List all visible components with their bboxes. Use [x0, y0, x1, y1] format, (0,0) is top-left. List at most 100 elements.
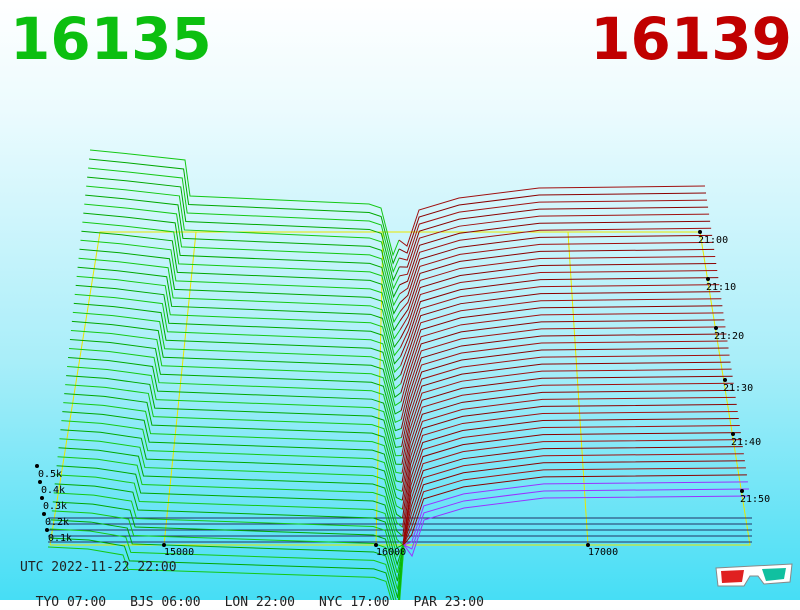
timezone-list: TYO 07:00 BJS 06:00 LON 22:00 NYC 17:00 PAR …: [20, 580, 508, 610]
bid-depth-line: [76, 275, 401, 374]
time-tick-dot: [731, 432, 735, 436]
ask-depth-line: [402, 432, 741, 546]
volume-tick-dot: [45, 528, 49, 532]
timezone-tyo: TYO 07:00: [35, 595, 107, 610]
timezone-lon: LON 22:00: [224, 595, 296, 610]
bid-depth-line: [80, 239, 401, 340]
price-tick-dot: [162, 543, 166, 547]
ask-depth-line: [399, 241, 714, 313]
ask-depth-line: [400, 284, 720, 366]
ask-depth-line: [399, 270, 718, 348]
ask-depth-line: [402, 439, 742, 546]
ask-depth-line: [403, 481, 748, 546]
bid-depth-line: [85, 194, 401, 299]
ask-depth-line: [401, 382, 734, 492]
ask-depth-line: [401, 375, 733, 483]
ask-depth-line: [400, 326, 726, 420]
bid-depth-line: [69, 338, 402, 432]
time-tick-label: 21:30: [723, 383, 753, 394]
bid-depth-line: [58, 447, 404, 537]
ask-depth-line: [400, 312, 724, 402]
time-tick-label: 21:00: [698, 235, 728, 246]
bid-depth-line: [50, 519, 405, 599]
ask-depth-line: [402, 418, 739, 537]
ask-depth-line: [399, 248, 715, 322]
ask-depth-line: [400, 305, 723, 393]
time-tick-dot: [698, 230, 702, 234]
time-tick-label: 21:40: [731, 437, 761, 448]
ask-depth-line: [398, 185, 706, 247]
frame-price-line: [567, 231, 589, 546]
bid-depth-line: [57, 456, 404, 546]
volume-tick-label: 0.5k: [38, 469, 62, 480]
bid-depth-line: [65, 384, 403, 474]
ask-depth-line: [402, 410, 738, 528]
ask-depth-line: [400, 298, 722, 384]
ask-depth-line: [400, 291, 721, 375]
bid-depth-line: [68, 357, 402, 448]
frame-price-line: [163, 231, 197, 546]
price-tick-dot: [374, 543, 378, 547]
bid-depth-line: [66, 375, 402, 465]
ask-depth-line: [399, 263, 717, 339]
frame-outline: [49, 231, 751, 546]
bid-depth-line: [79, 248, 401, 349]
frame-price-line: [375, 231, 384, 546]
ask-depth-line: [401, 354, 730, 456]
ask-depth-line: [401, 368, 732, 474]
bid-depth-line: [87, 176, 400, 282]
bid-depth-line: [78, 257, 401, 357]
bid-depth-line: [64, 393, 403, 483]
ask-depth-line: [402, 425, 740, 546]
ask-depth-line: [403, 467, 746, 546]
ask-depth-line: [399, 206, 709, 268]
ask-price: 16139: [590, 5, 792, 73]
bid-depth-line: [73, 302, 402, 399]
ask-depth-line: [402, 403, 737, 519]
ask-depth-line: [401, 389, 735, 501]
bid-depth-line: [83, 212, 401, 315]
bid-depth-line: [62, 411, 403, 501]
volume-tick-dot: [42, 512, 46, 516]
ask-depth-line: [402, 446, 743, 546]
bid-depth-line: [61, 420, 403, 510]
ask-depth-line: [401, 340, 728, 438]
time-tick-label: 21:10: [706, 282, 736, 293]
ask-depth-line: [402, 453, 744, 546]
bid-depth-line: [47, 544, 405, 600]
bid-depth-line: [56, 465, 404, 549]
3d-glasses-icon[interactable]: [714, 560, 794, 590]
chart-ticks: 15000 16000 17000 21:00 21:10 21:20 21:30 21:40…: [35, 230, 770, 558]
time-tick-dot: [723, 378, 727, 382]
bid-depth-line: [71, 320, 402, 415]
ask-depth-lines: [398, 185, 751, 558]
bid-depth-line: [60, 429, 403, 519]
volume-tick-label: 0.1k: [48, 533, 72, 544]
ask-depth-line: [403, 488, 749, 550]
ask-depth-line: [400, 333, 727, 429]
time-tick-dot: [740, 489, 744, 493]
ask-depth-line: [403, 495, 751, 558]
price-tick-label: 17000: [588, 547, 618, 558]
timezone-bjs: BJS 06:00: [130, 595, 201, 610]
ask-depth-line: [399, 213, 710, 277]
bid-depth-line: [84, 203, 401, 307]
ask-depth-line: [402, 460, 745, 546]
bid-depth-line: [88, 167, 400, 274]
ask-depth-line: [399, 199, 708, 261]
bid-depth-line: [82, 221, 401, 324]
bid-depth-line: [51, 510, 405, 590]
bid-depth-line: [68, 348, 402, 440]
ask-depth-line: [400, 277, 719, 357]
bid-depth-line: [59, 438, 403, 528]
bid-depth-line: [53, 492, 404, 573]
bid-depth-lines: [47, 149, 405, 600]
ask-depth-line: [401, 396, 736, 510]
bid-depth-line: [54, 483, 404, 567]
ask-depth-line: [400, 319, 725, 411]
ask-depth-line: [399, 227, 712, 295]
bid-depth-line: [70, 329, 402, 423]
bid-depth-line: [81, 230, 401, 332]
time-tick-dot: [706, 277, 710, 281]
